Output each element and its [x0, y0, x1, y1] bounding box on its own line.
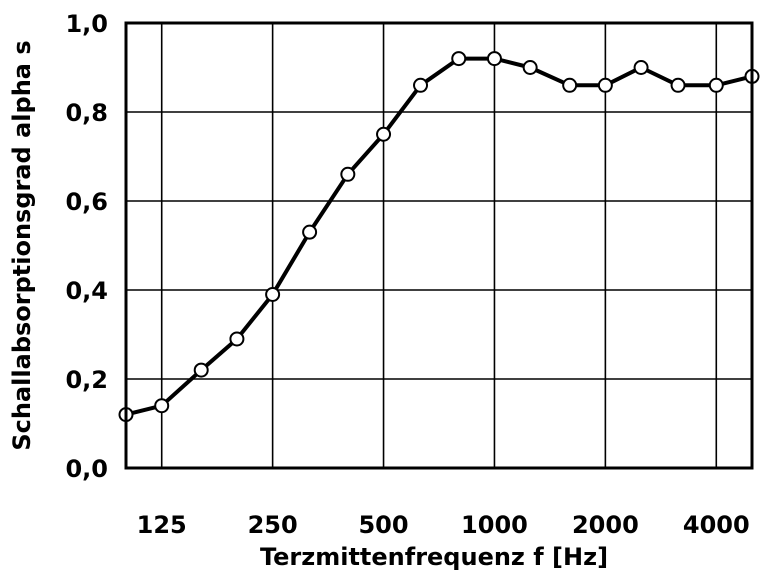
x-tick-label: 125 — [137, 511, 187, 539]
data-point — [154, 398, 170, 414]
plot-frame — [124, 21, 754, 470]
y-tick-label: 0,0 — [65, 455, 108, 483]
y-tick-label: 0,8 — [65, 99, 108, 127]
data-point — [229, 331, 245, 347]
x-tick-label: 2000 — [572, 511, 639, 539]
data-point — [376, 126, 392, 142]
series-layer — [118, 51, 760, 423]
data-point — [413, 77, 429, 93]
data-point — [451, 51, 467, 67]
data-point — [562, 77, 578, 93]
x-tick-labels: 125 250 500 1000 2000 4000 — [137, 511, 750, 539]
data-point — [670, 77, 686, 93]
grid-lines — [126, 23, 752, 468]
data-point — [193, 362, 209, 378]
y-axis-title: Schallabsorptionsgrad alpha s — [8, 40, 36, 450]
y-tick-label: 0,2 — [65, 366, 108, 394]
data-point — [486, 51, 502, 67]
data-point — [340, 166, 356, 182]
data-point — [302, 224, 318, 240]
data-point — [597, 77, 613, 93]
data-point — [708, 77, 724, 93]
y-tick-label: 1,0 — [65, 10, 108, 38]
x-tick-label: 250 — [248, 511, 298, 539]
y-tick-labels: 0,0 0,2 0,4 0,6 0,8 1,0 — [65, 10, 108, 483]
y-tick-label: 0,4 — [65, 277, 108, 305]
data-point — [522, 60, 538, 75]
x-tick-label: 1000 — [461, 511, 528, 539]
x-tick-label: 4000 — [683, 511, 750, 539]
data-point — [633, 60, 649, 75]
data-point — [265, 286, 281, 302]
x-axis-title: Terzmittenfrequenz f [Hz] — [260, 543, 608, 571]
y-tick-label: 0,6 — [65, 188, 108, 216]
x-tick-label: 500 — [358, 511, 408, 539]
